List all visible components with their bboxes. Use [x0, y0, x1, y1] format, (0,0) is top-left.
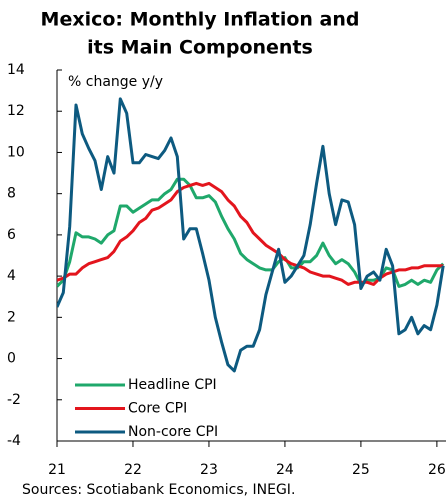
plot-lines: [57, 97, 445, 373]
y-tick-label: -2: [7, 392, 21, 408]
x-tick-label: 26: [428, 462, 446, 478]
x-tick-label: 24: [276, 462, 294, 478]
y-tick-label: 6: [7, 227, 16, 243]
chart-title: its Main Components: [87, 37, 313, 59]
source-note: Sources: Scotiabank Economics, INEGI.: [22, 482, 295, 498]
x-tick-label: 22: [124, 462, 142, 478]
legend-label: Core CPI: [128, 401, 187, 417]
x-tick-label: 23: [200, 462, 218, 478]
x-tick-label: 25: [352, 462, 370, 478]
y-tick-label: -4: [7, 433, 21, 449]
y-axis-label: % change y/y: [68, 74, 163, 90]
y-tick-label: 0: [7, 351, 16, 367]
legend-label: Non-core CPI: [128, 424, 218, 440]
series-line: [57, 177, 445, 288]
y-tick-label: 2: [7, 309, 16, 325]
chart-title: Mexico: Monthly Inflation and: [41, 9, 360, 31]
y-tick-label: 14: [7, 62, 25, 78]
y-tick-label: 12: [7, 103, 25, 119]
x-tick-label: 21: [48, 462, 66, 478]
y-tick-label: 8: [7, 186, 16, 202]
legend-label: Headline CPI: [128, 377, 217, 393]
y-tick-label: 4: [7, 268, 16, 284]
series-line: [57, 97, 445, 373]
y-tick-label: 10: [7, 144, 25, 160]
